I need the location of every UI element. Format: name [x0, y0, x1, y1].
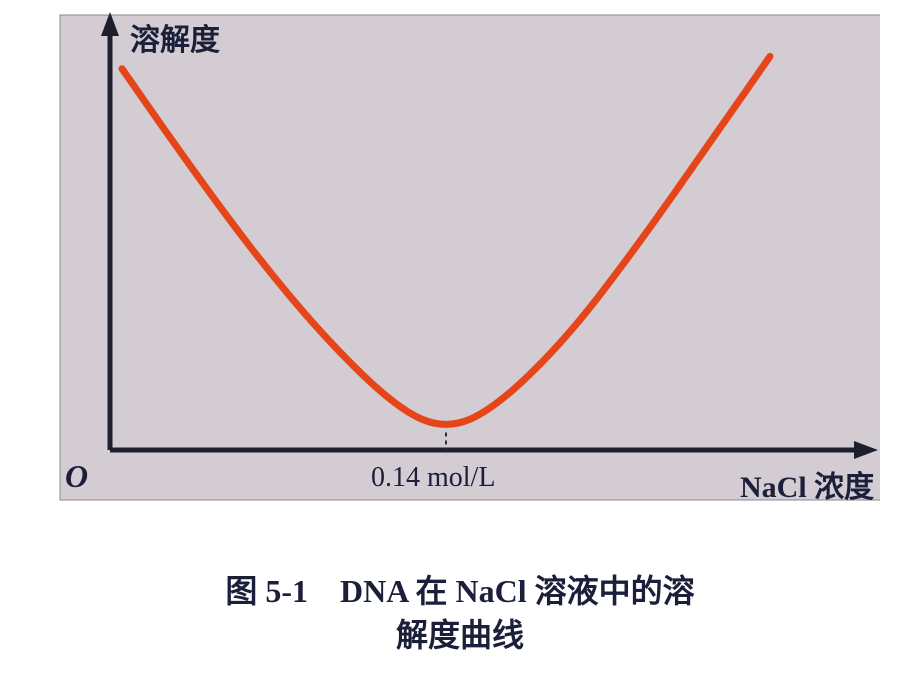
caption-line-2: 解度曲线: [0, 614, 920, 657]
y-axis-label: 溶解度: [130, 15, 220, 59]
x-tick-label: 0.14 mol/L: [371, 462, 495, 494]
x-axis-label: NaCl 浓度: [740, 462, 874, 506]
chart-area: 溶解度 NaCl 浓度 O 0.14 mol/L: [40, 10, 880, 530]
origin-label: O: [65, 458, 88, 495]
plot-background: [60, 15, 880, 500]
figure-container: 溶解度 NaCl 浓度 O 0.14 mol/L 图 5-1 DNA 在 NaC…: [0, 0, 920, 690]
caption-line-1: 图 5-1 DNA 在 NaCl 溶液中的溶: [0, 570, 920, 613]
